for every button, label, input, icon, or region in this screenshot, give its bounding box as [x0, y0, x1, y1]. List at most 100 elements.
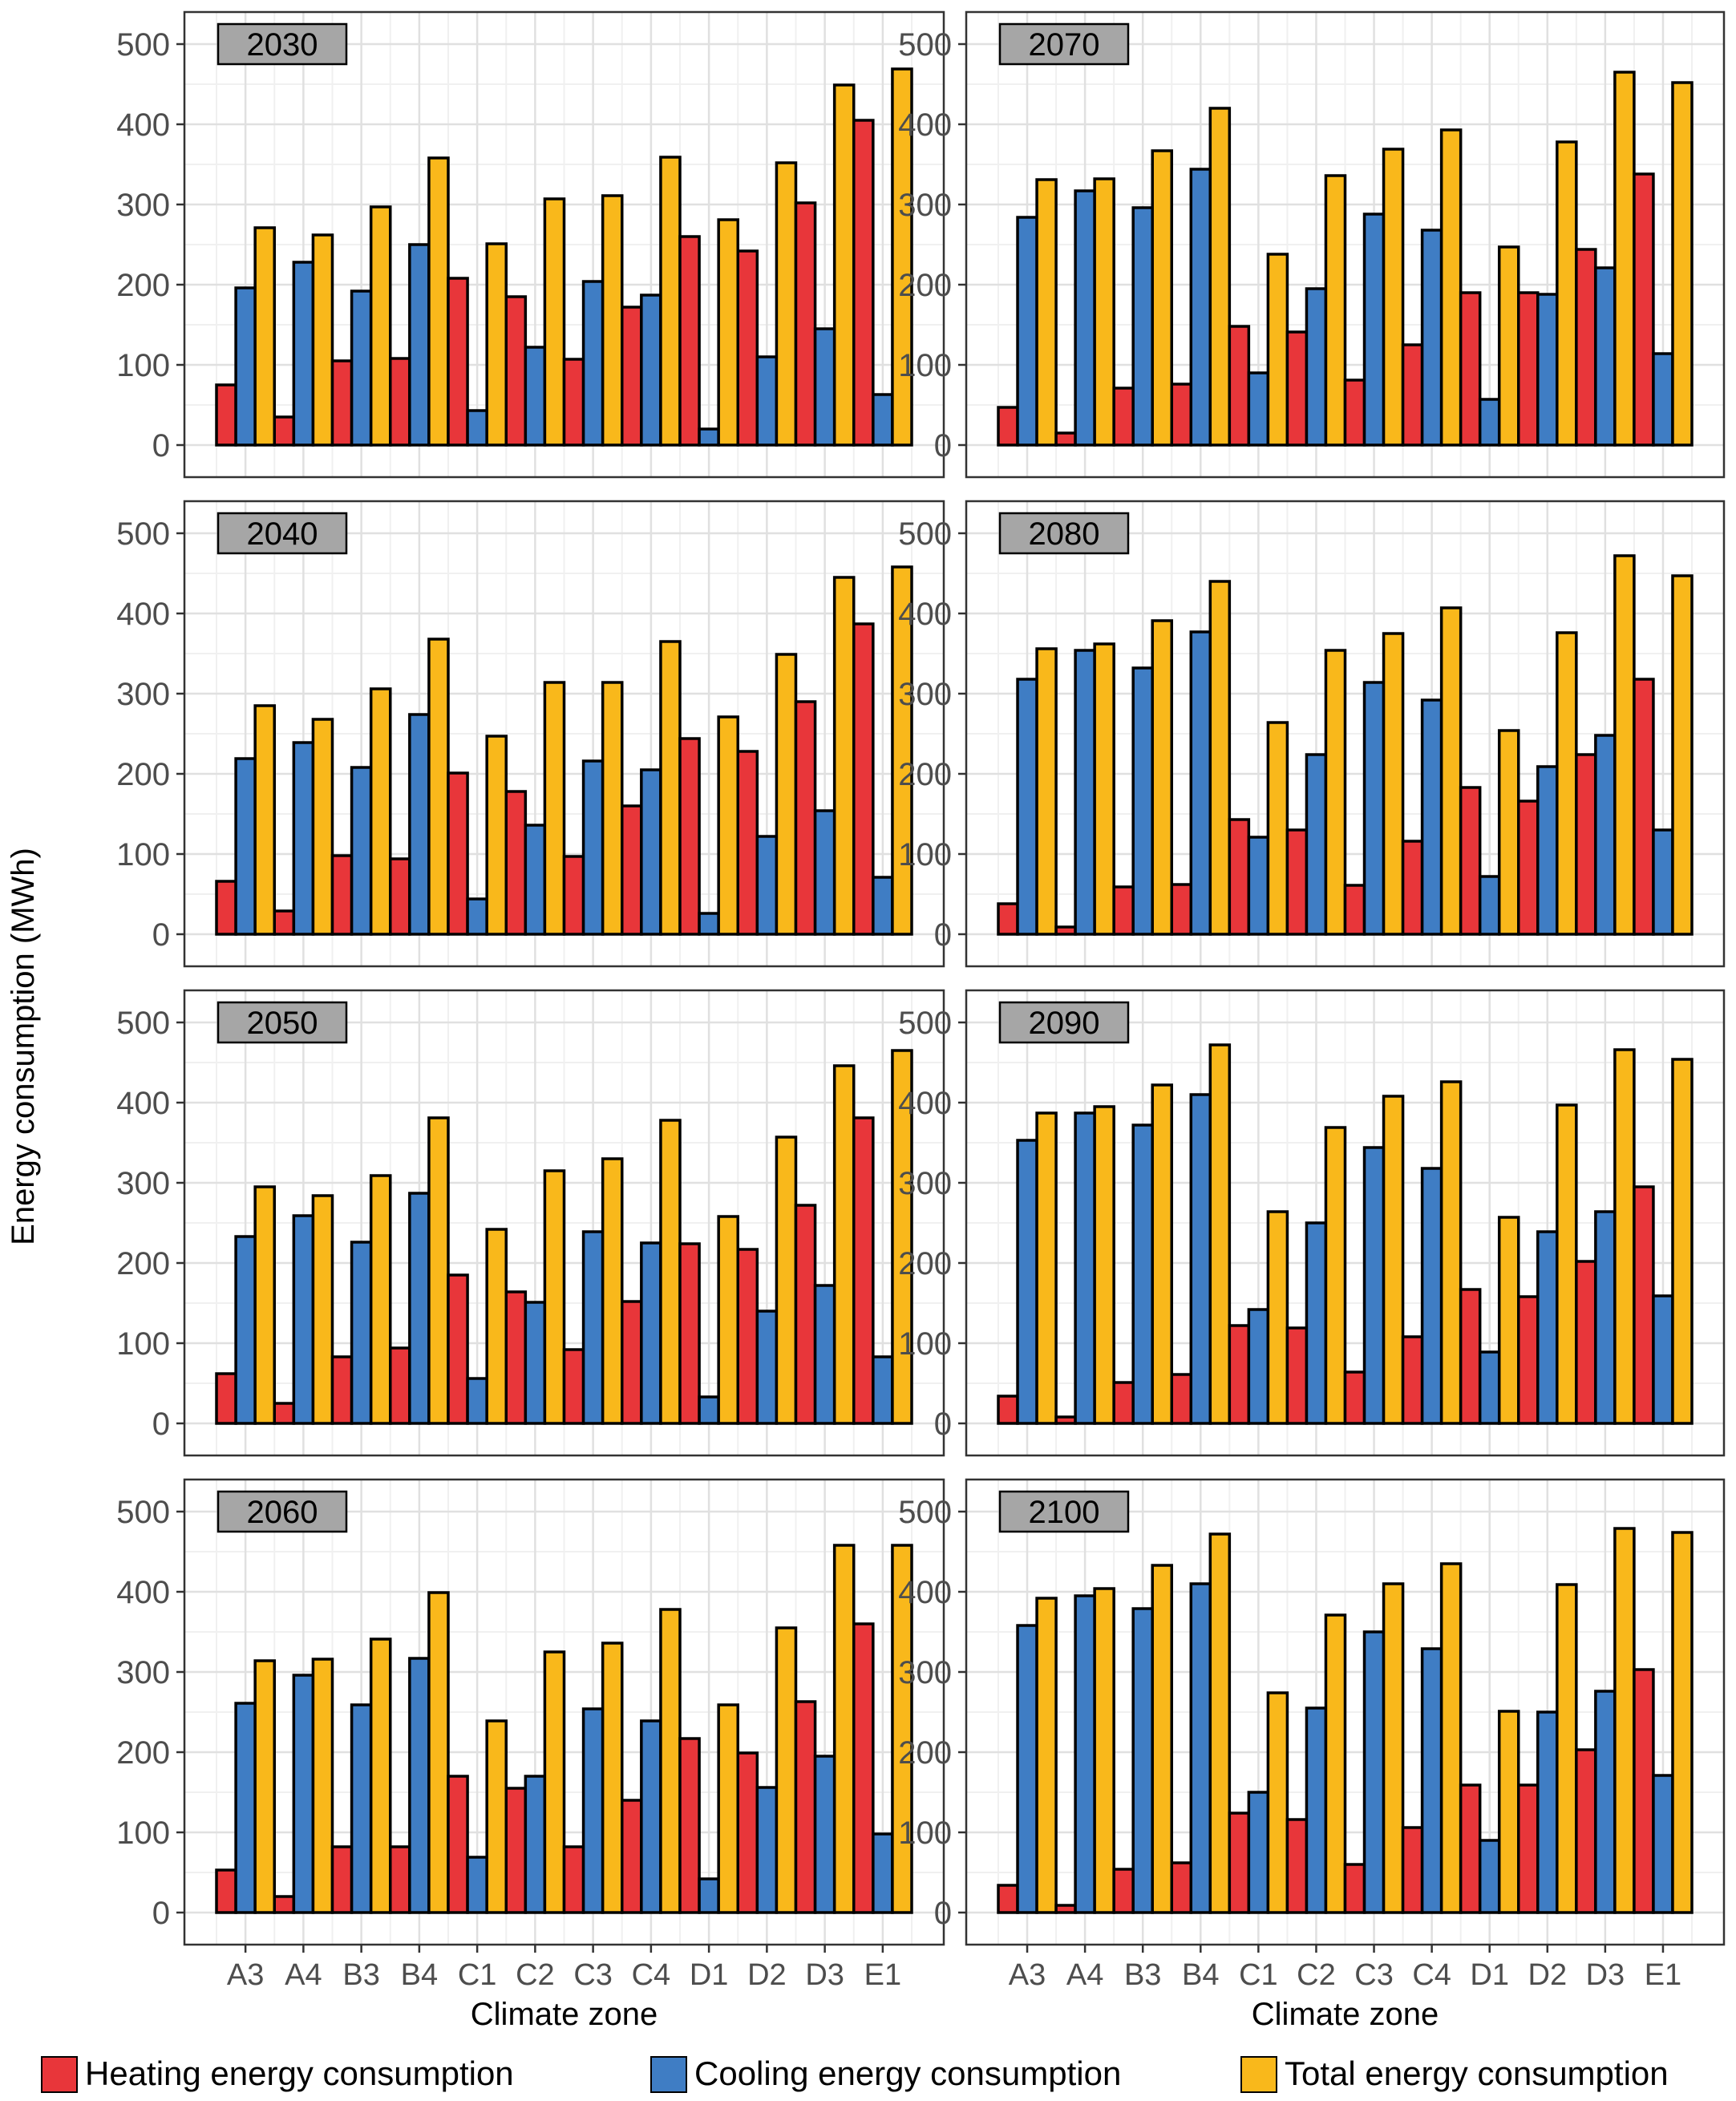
bar-cooling-A3: [234, 286, 257, 447]
bar-heating-C2: [1285, 330, 1309, 447]
bar-total-C2: [1324, 1613, 1347, 1914]
bar-total-A4: [311, 1658, 334, 1914]
x-tick-label: C1: [458, 1958, 497, 1992]
bar-cooling-B4: [408, 1192, 431, 1425]
panel-border: [965, 10, 1726, 479]
x-tick-label: B3: [1124, 1958, 1161, 1992]
bar-total-D3: [832, 83, 856, 447]
y-tick-label: 0: [934, 1896, 952, 1931]
x-tick-label: C4: [632, 1958, 671, 1992]
bar-cooling-A3: [1016, 678, 1038, 936]
bar-cooling-C2: [524, 1775, 547, 1914]
panel-2100: 0 100 200 300 400 500 2100 A3 A4 B3 B4 C1 C2 C3 C4 D1 D2…: [898, 1478, 1726, 2032]
bar-total-A4: [1093, 1587, 1115, 1914]
bar-cooling-A4: [292, 1674, 315, 1914]
bar-total-D3: [1613, 1527, 1636, 1914]
bar-heating-D3: [794, 201, 817, 447]
panel-border: [183, 989, 945, 1457]
bar-total-B3: [369, 205, 392, 447]
panel-border: [183, 1478, 945, 1946]
bar-heating-A3: [215, 1868, 237, 1914]
x-tick-label: A4: [285, 1958, 322, 1992]
bar-heating-D2: [736, 750, 759, 936]
y-tick-label: 500: [898, 1006, 952, 1041]
bar-heating-D1: [678, 235, 701, 447]
y-axis-label: Energy consumption (MWh): [6, 848, 41, 1245]
x-axis-label: Climate zone: [1252, 1997, 1439, 2032]
x-tick-label: C3: [573, 1958, 613, 1992]
legend: Heating energy consumption Cooling energy…: [41, 2054, 1669, 2093]
bar-total-B3: [1151, 619, 1173, 936]
x-tick-label: D1: [690, 1958, 729, 1992]
bar-heating-A3: [997, 1395, 1019, 1425]
x-tick-label: C3: [1354, 1958, 1394, 1992]
bar-total-B4: [1208, 107, 1232, 447]
bar-cooling-C3: [581, 1707, 605, 1914]
bar-cooling-A3: [1016, 1139, 1038, 1425]
bar-heating-B3: [330, 854, 354, 936]
y-tick-label: 300: [898, 1655, 952, 1690]
y-tick-label: 200: [898, 1246, 952, 1281]
x-tick-label: D3: [1586, 1958, 1625, 1992]
bar-total-C2: [1324, 174, 1347, 447]
bar-total-C4: [1439, 128, 1463, 447]
bar-total-C3: [601, 681, 624, 936]
bar-total-D2: [775, 1136, 798, 1425]
bar-total-C1: [1266, 253, 1289, 447]
bar-heating-C3: [1343, 884, 1366, 936]
bar-cooling-A4: [1074, 649, 1096, 936]
bar-total-B4: [427, 638, 450, 936]
bar-heating-C1: [1228, 1324, 1251, 1425]
x-tick-label: A4: [1066, 1958, 1103, 1992]
bar-cooling-C2: [1305, 753, 1328, 936]
panel-tag-label: 2040: [247, 516, 318, 552]
panel-2070: 0 100 200 300 400 500 2070: [898, 10, 1726, 479]
bar-cooling-C2: [524, 824, 547, 936]
bar-total-C4: [659, 156, 682, 447]
bar-total-C1: [485, 1719, 508, 1914]
bar-total-D3: [832, 576, 856, 936]
bar-heating-B3: [330, 1355, 354, 1425]
bar-cooling-C4: [1420, 1647, 1443, 1914]
bar-heating-C1: [447, 1775, 469, 1914]
y-tick-label: 400: [898, 1086, 952, 1121]
bar-total-C3: [1382, 1582, 1405, 1914]
bar-heating-C3: [1343, 1863, 1366, 1914]
bar-total-B3: [369, 1174, 392, 1425]
y-tick-label: 400: [898, 597, 952, 632]
bar-heating-B3: [1112, 1868, 1135, 1914]
y-tick-label: 0: [152, 428, 170, 464]
bar-cooling-A3: [1016, 1624, 1038, 1914]
y-tick-label: 100: [116, 348, 170, 383]
bar-heating-E1: [852, 119, 875, 447]
bar-heating-B3: [1112, 1381, 1135, 1425]
panel-border: [183, 500, 945, 968]
bar-heating-C2: [504, 790, 528, 936]
bar-heating-C3: [562, 1845, 585, 1914]
bar-cooling-B4: [1189, 1093, 1212, 1425]
bar-total-C1: [1266, 1691, 1289, 1914]
bar-total-A3: [253, 226, 276, 447]
y-tick-label: 200: [898, 268, 952, 303]
bar-total-C4: [659, 1119, 682, 1425]
bar-cooling-B4: [408, 713, 431, 936]
bar-cooling-D1: [698, 427, 720, 447]
bar-heating-D2: [736, 1751, 759, 1914]
bar-cooling-B4: [1189, 168, 1212, 447]
x-tick-label: D2: [747, 1958, 787, 1992]
bar-heating-E1: [1633, 172, 1655, 447]
panels: 0 100 200 300 400 500 2030 0 100 200 300 400 500 2070…: [116, 10, 1726, 2032]
bar-heating-C2: [1285, 1818, 1309, 1914]
x-tick-label: A3: [1009, 1958, 1046, 1992]
bar-total-C1: [485, 1228, 508, 1425]
bar-total-A3: [253, 1659, 276, 1914]
bar-heating-D2: [736, 1248, 759, 1425]
bar-total-D3: [832, 1064, 856, 1425]
bar-total-D1: [717, 1215, 740, 1425]
panel-tag-box: [216, 512, 348, 555]
bar-total-D1: [1497, 729, 1520, 936]
y-tick-label: 100: [116, 1326, 170, 1362]
y-tick-label: 300: [898, 677, 952, 712]
bar-cooling-C3: [1362, 213, 1386, 447]
bar-total-B3: [1151, 149, 1173, 447]
